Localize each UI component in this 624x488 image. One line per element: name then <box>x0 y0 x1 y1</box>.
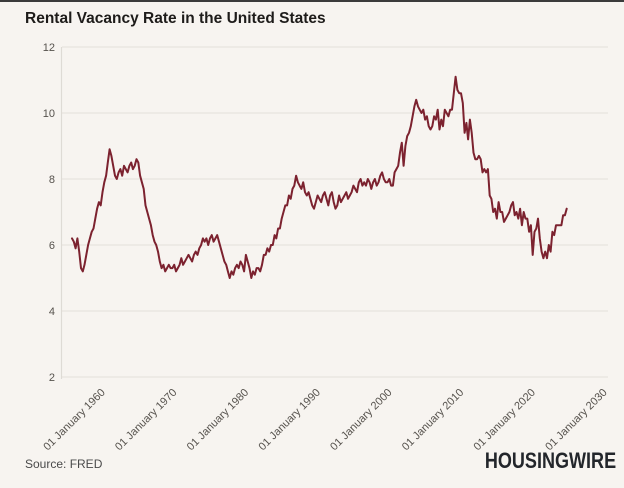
x-axis-tick-label: 01 January 2030 <box>543 387 609 453</box>
x-axis-tick-label: 01 January 2010 <box>400 387 466 453</box>
source-attribution: Source: FRED <box>25 457 103 471</box>
x-axis-tick-label: 01 January 2020 <box>472 387 538 453</box>
y-axis-tick-label: 8 <box>49 174 55 186</box>
x-axis-tick-label: 01 January 1960 <box>41 387 107 453</box>
y-axis-tick-label: 4 <box>49 306 55 318</box>
x-axis-tick-label: 01 January 1990 <box>256 387 322 453</box>
vacancy-rate-line <box>71 75 568 279</box>
y-axis-tick-label: 12 <box>43 42 55 54</box>
housingwire-logo: HOUSINGWIRE <box>484 448 616 473</box>
y-axis-tick-label: 2 <box>49 372 55 384</box>
chart-title: Rental Vacancy Rate in the United States <box>25 10 326 27</box>
y-axis-tick-label: 10 <box>43 108 55 120</box>
y-axis-tick-label: 6 <box>49 240 55 252</box>
x-axis-tick-label: 01 January 2000 <box>328 387 394 453</box>
x-axis-tick-label: 01 January 1980 <box>185 387 251 453</box>
x-axis-tick-label: 01 January 1970 <box>113 387 179 453</box>
